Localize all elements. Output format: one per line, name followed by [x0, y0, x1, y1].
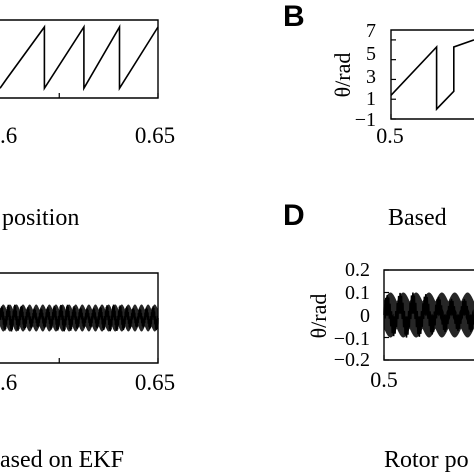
x-tick-label: 0.65 [135, 370, 175, 395]
x-tick-label: 0.5 [370, 367, 398, 392]
panel-top-left: .6 0.65 [0, 19, 175, 148]
y-axis-label-top-right: θ/rad [330, 53, 355, 98]
panel-label-b: B [283, 0, 305, 33]
y-tick-label: 0.1 [345, 282, 370, 304]
caption-top-left: position [2, 205, 79, 231]
y-axis-label-bottom-right: θ/rad [306, 294, 331, 339]
caption-top-right: Based [388, 205, 447, 231]
axes-frame-top-right [390, 29, 474, 120]
y-tick-label: 0 [360, 305, 370, 327]
panel-top-right: 7 5 3 1 −1 θ/rad 0.5 [330, 20, 474, 148]
axes-frame-top-left [0, 19, 159, 99]
panel-label-d: D [283, 199, 305, 232]
series-line [0, 24, 159, 92]
chart-marks-bottom-right [383, 292, 474, 360]
chart-marks-top-left [0, 24, 159, 98]
chart-marks-top-right [390, 39, 474, 119]
y-tick-label: 3 [366, 66, 376, 88]
y-tick-label: −1 [355, 109, 376, 131]
y-tick-label: 7 [366, 20, 376, 42]
caption-bottom-left: ased on EKF [0, 447, 124, 473]
panel-bottom-left: .6 0.65 [0, 272, 175, 395]
panel-bottom-right: 0.2 0.1 0 −0.1 −0.2 θ/rad 0.5 [306, 259, 474, 392]
y-tick-label: 5 [366, 43, 376, 65]
x-tick-label: .6 [0, 123, 17, 148]
caption-bottom-right: Rotor po [384, 447, 469, 473]
signal-envelope [0, 304, 158, 332]
chart-marks-bottom-left [0, 304, 159, 363]
x-tick-label: .6 [0, 370, 17, 395]
y-ticks-top-right [391, 39, 396, 120]
y-tick-label: 0.2 [345, 259, 370, 281]
y-tick-label: −0.2 [334, 349, 370, 371]
y-tick-label: 1 [366, 88, 376, 110]
series-line [390, 39, 474, 112]
x-tick-label: 0.5 [376, 123, 404, 148]
signal-envelope [384, 292, 474, 338]
y-tick-label: −0.1 [334, 328, 370, 350]
x-tick-label: 0.65 [135, 123, 175, 148]
